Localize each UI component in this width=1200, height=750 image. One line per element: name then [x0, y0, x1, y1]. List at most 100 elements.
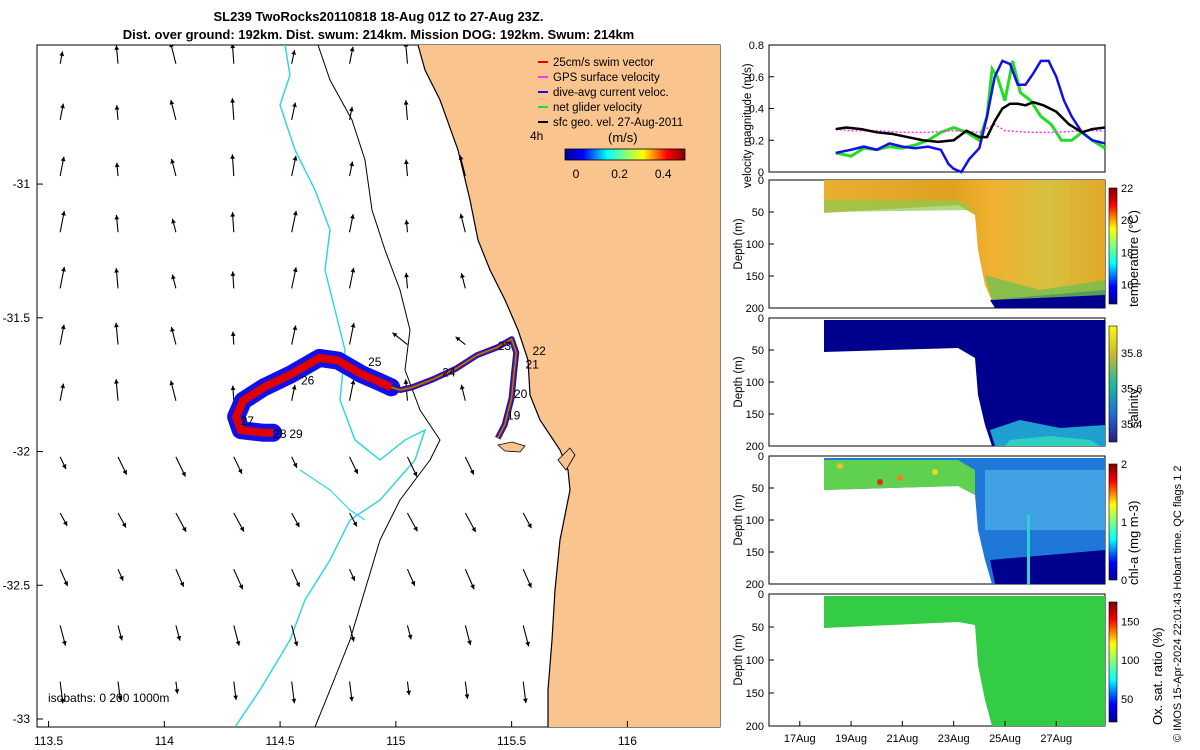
- salinity-panel: 0 50 100 150 200 Depth (m) 35.4 35.6 35.8: [733, 313, 1142, 453]
- geo-velocity-arrowhead: [170, 327, 175, 332]
- depth-tick-label: 100: [746, 515, 764, 527]
- geo-velocity-arrowhead: [62, 520, 68, 526]
- geo-velocity-arrowhead: [121, 522, 126, 528]
- map-xtick-label: 114.5: [266, 734, 295, 748]
- geo-velocity-arrowhead: [230, 45, 236, 49]
- geo-velocity-arrowhead: [350, 267, 356, 273]
- depth-tick-label: 150: [746, 688, 764, 700]
- day-label: 27: [241, 414, 255, 428]
- geo-velocity-arrowhead: [60, 383, 65, 389]
- map-xtick-label: 115: [386, 734, 405, 748]
- geo-velocity-arrowhead: [237, 468, 243, 474]
- panel-colorbar: [1108, 187, 1118, 305]
- colorbar-tick-label: 35.8: [1121, 348, 1142, 360]
- colorbar-tick-label: 0: [573, 167, 580, 181]
- geo-velocity-arrowhead: [171, 218, 176, 224]
- oxygen-panel: 0 50 100 150 200 Depth (m) 50 100 150 17Aug 19Aug 2…: [733, 589, 1139, 745]
- colorbar-tick-label: 20: [1121, 215, 1133, 227]
- legend-entry: net glider velocity: [553, 102, 642, 114]
- chla-cbar-label: chl-a (mg m-3): [1126, 500, 1141, 585]
- geo-velocity-arrowhead: [292, 210, 298, 216]
- geo-velocity-arrowhead: [348, 106, 354, 112]
- colorbar-tick-label: 18: [1121, 247, 1133, 259]
- geo-velocity-arrowhead: [176, 635, 182, 641]
- geo-velocity-arrowhead: [410, 580, 416, 586]
- geo-velocity-arrowhead: [230, 271, 236, 277]
- swim-track-west: [232, 353, 393, 437]
- legend-entry: dive-avg current veloc.: [553, 87, 669, 99]
- geo-velocity-arrowhead: [292, 325, 298, 331]
- day-label: 23: [498, 339, 512, 353]
- map-ytick-label: -32.5: [3, 578, 31, 592]
- depth-ylabel: Depth (m): [733, 356, 745, 407]
- velocity-ytick-label: 0.8: [749, 40, 764, 52]
- geo-velocity-arrowhead: [169, 45, 174, 48]
- geo-velocity-arrowhead: [349, 214, 355, 219]
- geo-velocity-arrowhead: [350, 636, 356, 642]
- geo-velocity-arrowhead: [406, 690, 411, 696]
- colorbar-tick-label: 100: [1121, 655, 1139, 667]
- geo-velocity-arrowhead: [59, 698, 65, 704]
- map-ytick-label: -32: [13, 445, 31, 459]
- geo-velocity-arrowhead: [181, 526, 187, 532]
- depth-tick-label: 50: [752, 622, 764, 634]
- legend-entry: sfc geo. vel. 27-Aug-2011: [553, 117, 683, 129]
- geo-velocity-arrowhead: [292, 267, 298, 273]
- depth-tick-label: 100: [746, 377, 764, 389]
- colorbar-tick-label: 0.4: [655, 167, 672, 181]
- depth-tick-label: 50: [752, 207, 764, 219]
- geo-velocity-arrowhead: [352, 521, 357, 527]
- legend-entry: GPS surface velocity: [553, 72, 660, 84]
- depth-tick-label: 150: [746, 547, 764, 559]
- geo-velocity-arrowhead: [349, 696, 354, 702]
- geo-velocity-arrowhead: [238, 584, 244, 590]
- geo-velocity-arrowhead: [230, 385, 236, 391]
- day-label: 19: [507, 408, 521, 422]
- geo-velocity-arrowhead: [413, 526, 418, 532]
- date-tick-label: 25Aug: [989, 733, 1021, 745]
- depth-tick-label: 50: [752, 345, 764, 357]
- geo-velocity-arrowhead: [404, 272, 409, 278]
- geo-velocity-arrowhead: [230, 212, 236, 217]
- geo-velocity-arrowhead: [230, 331, 236, 337]
- geo-velocity-arrowhead: [458, 155, 464, 161]
- geo-velocity-arrowhead: [291, 384, 297, 390]
- geo-velocity-arrowhead: [412, 471, 418, 477]
- geo-velocity-arrowhead: [349, 46, 355, 52]
- geo-velocity-arrowhead: [230, 98, 236, 103]
- velocity-ytick-label: 0.2: [749, 135, 764, 147]
- map-ytick-label: -33: [13, 712, 31, 726]
- colorbar-tick-label: 50: [1121, 694, 1133, 706]
- garden-island: [557, 447, 576, 471]
- geo-velocity-arrowhead: [460, 273, 465, 279]
- geo-velocity-arrowhead: [62, 640, 67, 646]
- velocity-ylabel: velocity magnitude (m/s): [742, 63, 754, 188]
- panel-colorbar: [1108, 601, 1118, 723]
- geo-velocity-arrowhead: [60, 156, 66, 162]
- geo-velocity-arrowhead: [295, 581, 300, 587]
- depth-tick-label: 150: [746, 271, 764, 283]
- depth-ylabel: Depth (m): [733, 634, 745, 685]
- geo-velocity-arrowhead: [181, 471, 186, 477]
- speed-colorbar: [564, 148, 686, 161]
- depth-tick-label: 200: [746, 721, 764, 733]
- geo-velocity-arrowhead: [117, 695, 123, 701]
- velocity-ytick-label: 0.4: [749, 104, 764, 116]
- geo-velocity-arrowhead: [471, 527, 476, 533]
- geo-velocity-arrowhead: [527, 582, 532, 588]
- temperature-field: [824, 180, 1105, 308]
- depth-tick-label: 200: [746, 303, 764, 315]
- geo-velocity-arrowhead: [392, 332, 398, 338]
- isobath-1000m-branch: [299, 469, 366, 521]
- day-label: 29: [289, 427, 303, 441]
- velocity-ytick-label: 0.6: [749, 72, 764, 84]
- geo-velocity-arrowhead: [230, 154, 236, 159]
- panel-colorbar: [1108, 463, 1118, 581]
- colorbar-tick-label: 150: [1121, 616, 1139, 628]
- geo-velocity-arrowhead: [291, 698, 297, 704]
- map-xtick-label: 115.5: [497, 734, 526, 748]
- temperature-panel: 0 50 100 150 200 Depth (m) 16 18 20 22: [733, 175, 1133, 315]
- geo-velocity-arrowhead: [292, 155, 298, 161]
- geo-velocity-arrowhead: [235, 640, 241, 646]
